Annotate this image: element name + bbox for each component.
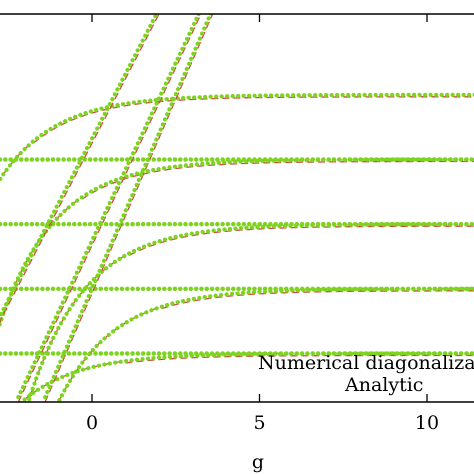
x-axis-label: g xyxy=(252,451,264,473)
rising-numerical-2 xyxy=(26,222,474,402)
x-tick-label-0: 0 xyxy=(86,412,98,434)
x-tick-label-1: 5 xyxy=(253,412,265,434)
steep-analytic-0 xyxy=(0,14,160,323)
steep-numerical-2 xyxy=(43,14,213,400)
steep-analytic-2 xyxy=(44,14,214,402)
rising-analytic-0 xyxy=(20,354,474,402)
rising-analytic-4 xyxy=(0,96,474,181)
rising-numerical-4 xyxy=(0,92,474,184)
rising-analytic-2 xyxy=(27,225,474,402)
rising-numerical-0 xyxy=(18,351,474,402)
steep-numerical-1 xyxy=(16,14,202,400)
rising-numerical-1 xyxy=(56,286,474,402)
rising-numerical-3 xyxy=(0,157,474,330)
x-tick-label-2: 10 xyxy=(415,412,439,434)
legend-label-numerical: Numerical diagonalization xyxy=(258,352,474,374)
steep-numerical-0 xyxy=(0,14,159,321)
steep-analytic-1 xyxy=(17,14,202,402)
rising-analytic-1 xyxy=(57,290,474,402)
legend: Numerical diagonalization Analytic xyxy=(258,352,474,396)
x-axis-ticks: 0 5 10 xyxy=(86,14,439,434)
legend-label-analytic: Analytic xyxy=(344,374,423,396)
